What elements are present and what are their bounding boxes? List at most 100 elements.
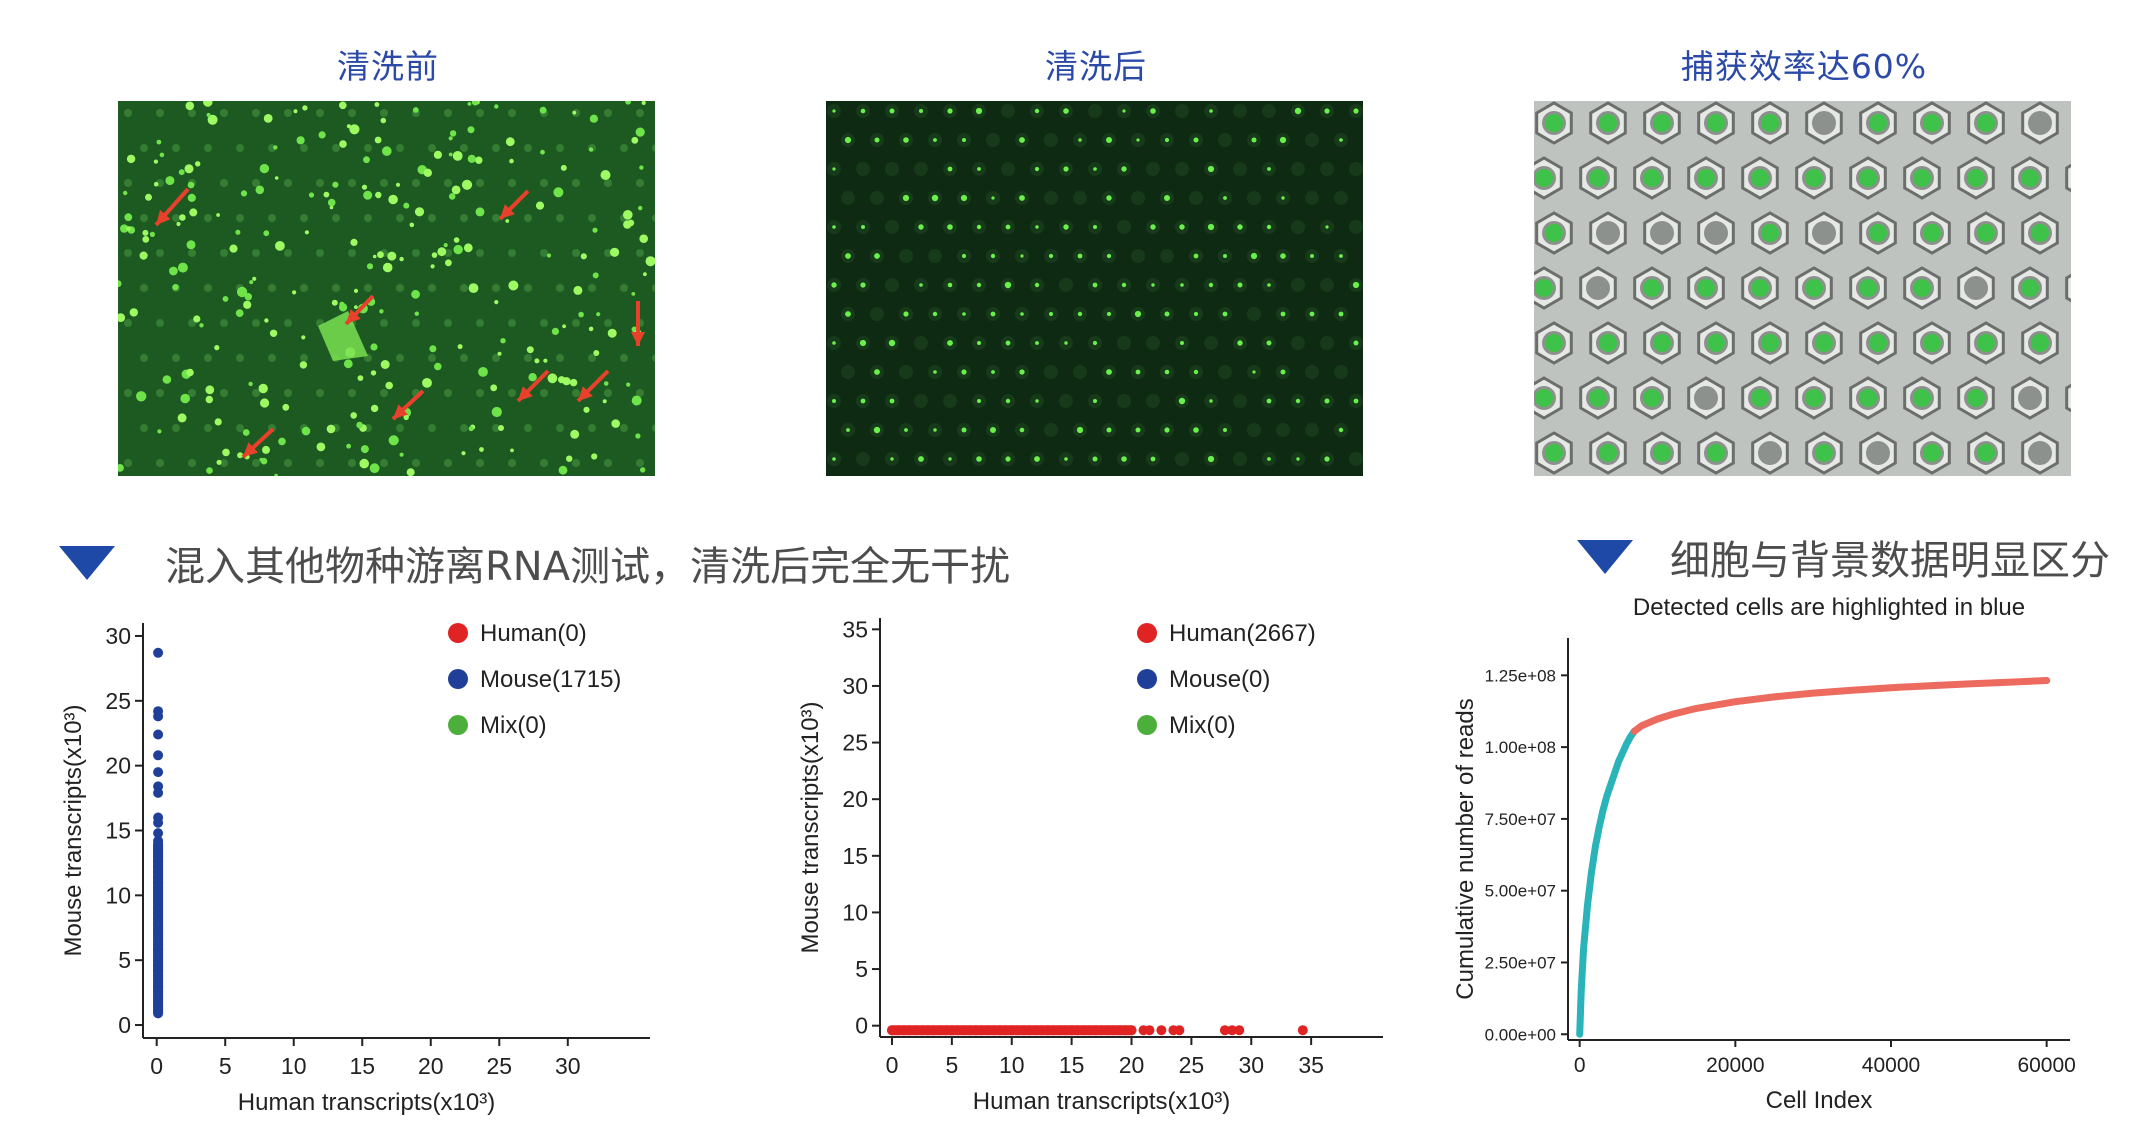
captured-cell — [1339, 138, 1343, 142]
captured-cell — [2021, 279, 2039, 297]
captured-cell — [931, 194, 939, 202]
data-point — [1156, 1025, 1167, 1036]
micrograph-capture-wells — [1534, 101, 2071, 476]
captured-cell — [1063, 166, 1069, 172]
chart-title: Detected cells are highlighted in blue — [1633, 594, 2025, 621]
captured-cell — [1697, 279, 1715, 297]
captured-cell — [1207, 165, 1215, 173]
captured-cell — [873, 426, 881, 434]
captured-cell — [1761, 114, 1779, 132]
captured-cell — [1179, 224, 1185, 230]
captured-cell — [1207, 455, 1215, 463]
captured-cell — [1251, 137, 1257, 143]
x-tick-label: 5 — [219, 1053, 232, 1079]
captured-cell — [1106, 311, 1112, 317]
captured-cell — [977, 399, 981, 403]
y-tick-label: 7.50e+07 — [1485, 810, 1556, 829]
data-point — [1174, 1025, 1185, 1036]
legend-marker — [1137, 669, 1157, 689]
captured-cell — [991, 196, 995, 200]
captured-cell — [1977, 224, 1995, 242]
x-tick-label: 0 — [150, 1053, 163, 1079]
data-point — [153, 767, 164, 778]
x-tick-label: 35 — [1298, 1052, 1324, 1078]
captured-cell — [1805, 169, 1823, 187]
captured-cell — [889, 398, 895, 404]
x-tick-label: 10 — [281, 1053, 307, 1079]
captured-cell — [976, 224, 982, 230]
hex-well — [2065, 383, 2071, 413]
captured-cell — [1977, 334, 1995, 352]
captured-cell — [1121, 456, 1127, 462]
captured-cell — [1106, 369, 1112, 375]
captured-cell — [1063, 108, 1069, 114]
captured-cell — [1859, 169, 1877, 187]
captured-cell — [904, 428, 908, 432]
captured-cell — [1136, 138, 1140, 142]
captured-cell — [1223, 254, 1227, 258]
y-tick-label: 0.00e+00 — [1485, 1025, 1556, 1044]
captured-cell — [947, 340, 953, 346]
captured-cell — [845, 311, 851, 317]
captured-cell — [1859, 279, 1877, 297]
captured-cell — [1035, 225, 1039, 229]
captured-cell — [1121, 282, 1127, 288]
captured-cell — [1164, 137, 1170, 143]
captured-cell — [961, 253, 967, 259]
captured-cell — [1034, 166, 1040, 172]
captured-cell — [1266, 398, 1272, 404]
captured-cell — [990, 253, 996, 259]
captured-cell — [1150, 108, 1156, 114]
captured-cell — [1135, 427, 1141, 433]
captured-cell — [1106, 195, 1112, 201]
micrograph-before-wash — [118, 101, 655, 476]
captured-cell — [1545, 114, 1563, 132]
arrow-head — [631, 332, 645, 346]
captured-cell — [1545, 334, 1563, 352]
x-tick-label: 15 — [1059, 1052, 1085, 1078]
captured-cell — [1237, 340, 1243, 346]
captured-cell — [1134, 310, 1142, 318]
captured-cell — [1761, 224, 1779, 242]
captured-cell — [1092, 282, 1098, 288]
captured-cell — [1279, 136, 1287, 144]
captured-cell — [990, 311, 996, 317]
captured-cell — [1707, 334, 1725, 352]
data-point — [1297, 1025, 1308, 1036]
chart-human-scatter: 0 5 10 15 20 25 30 35 0 5 10 15 20 25 30 35 Human transc… — [730, 590, 1430, 1130]
captured-cell — [1252, 370, 1256, 374]
captured-cell — [890, 457, 894, 461]
captured-cell — [1223, 196, 1227, 200]
captured-cell — [1266, 340, 1272, 346]
captured-cell — [1193, 427, 1199, 433]
captured-cell — [1324, 108, 1330, 114]
red-arrows — [154, 187, 645, 459]
captured-cell — [933, 370, 937, 374]
image-title-before-wash: 清洗前 — [337, 47, 439, 86]
captured-cell — [1019, 137, 1025, 143]
captured-cell — [846, 428, 850, 432]
captured-cell — [1180, 341, 1184, 345]
triangle-marker-left — [59, 546, 115, 580]
image-title-after-wash: 清洗后 — [1045, 47, 1147, 86]
captured-cell — [1164, 195, 1170, 201]
captured-cell — [1869, 334, 1887, 352]
y-tick-label: 1.00e+08 — [1485, 738, 1556, 757]
captured-cell — [919, 283, 923, 287]
triangle-marker-right — [1577, 540, 1633, 574]
captured-cell — [1034, 282, 1040, 288]
captured-cell — [932, 311, 938, 317]
captured-cell — [1178, 397, 1186, 405]
y-tick-label: 25 — [842, 730, 868, 756]
captured-cell — [1309, 311, 1315, 317]
captured-cell — [1267, 283, 1271, 287]
captured-cell — [1589, 169, 1607, 187]
captured-cell — [1193, 253, 1199, 259]
captured-cell — [1869, 114, 1887, 132]
captured-cell — [1267, 457, 1271, 461]
captured-cell — [1535, 279, 1553, 297]
captured-cell — [1653, 334, 1671, 352]
captured-cell — [1535, 169, 1553, 187]
y-tick-label: 0 — [855, 1013, 868, 1039]
captured-cell — [1653, 444, 1671, 462]
